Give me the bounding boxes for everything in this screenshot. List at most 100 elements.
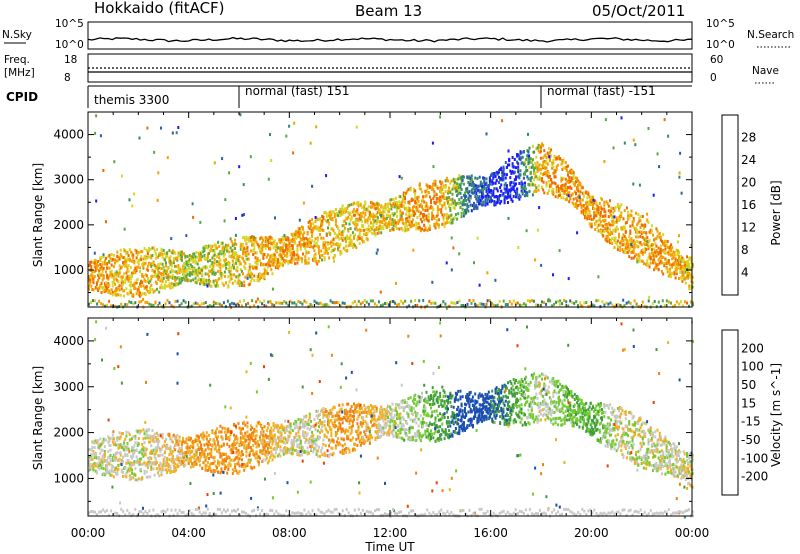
ground-scatter-cell	[351, 301, 354, 305]
echo-cell	[321, 222, 324, 226]
echo-cell	[453, 187, 456, 190]
echo-cell	[286, 243, 289, 247]
echo-cell	[175, 265, 178, 268]
ground-scatter-cell	[601, 300, 604, 304]
echo-cell	[139, 429, 141, 433]
echo-cell	[233, 243, 235, 247]
echo-cell	[553, 181, 556, 185]
echo-cell	[146, 264, 149, 268]
ground-scatter-cell	[679, 300, 682, 304]
echo-cell	[373, 214, 376, 218]
echo-cell	[336, 233, 338, 237]
echo-cell	[383, 219, 386, 222]
echo-cell	[635, 244, 637, 248]
echo-cell	[200, 268, 203, 272]
echo-cell	[592, 198, 595, 202]
echo-cell	[616, 218, 619, 222]
echo-cell	[158, 266, 161, 270]
echo-cell	[95, 260, 98, 264]
echo-cell	[257, 272, 260, 276]
echo-cell	[182, 455, 184, 459]
echo-cell	[541, 179, 543, 183]
echo-cell	[385, 213, 388, 217]
echo-cell	[221, 264, 224, 268]
echo-cell	[500, 166, 503, 170]
echo-cell	[414, 189, 417, 193]
echo-cell	[525, 187, 528, 191]
echo-cell	[143, 432, 146, 436]
echo-cell	[462, 214, 465, 218]
echo-cell	[176, 458, 179, 462]
echo-cell	[657, 233, 660, 236]
echo-cell	[592, 207, 594, 210]
echo-cell	[620, 203, 623, 207]
echo-cell	[355, 222, 358, 226]
echo-cell	[459, 176, 462, 180]
echo-cell	[520, 151, 523, 155]
echo-cell	[657, 262, 660, 266]
echo-cell	[199, 251, 201, 255]
echo-cell	[180, 445, 183, 449]
echo-cell	[533, 171, 536, 175]
echo-cell	[527, 182, 530, 186]
echo-cell	[94, 439, 97, 443]
echo-cell	[502, 173, 505, 177]
echo-cell	[88, 463, 90, 467]
ground-scatter-cell	[549, 299, 552, 303]
echo-cell	[155, 255, 158, 259]
echo-cell	[264, 243, 267, 247]
echo-cell	[411, 223, 414, 227]
echo-cell	[300, 260, 303, 264]
ground-scatter-cell	[557, 299, 560, 303]
echo-cell	[124, 281, 127, 285]
echo-cell	[605, 235, 608, 238]
echo-cell	[675, 272, 678, 276]
echo-cell	[240, 256, 243, 260]
echo-cell	[270, 268, 273, 272]
ground-scatter-cell	[253, 304, 256, 308]
echo-cell	[682, 277, 685, 281]
echo-cell	[356, 211, 359, 215]
echo-cell	[246, 237, 249, 241]
echo-cell	[375, 228, 378, 231]
echo-cell	[556, 163, 559, 167]
echo-cell	[101, 267, 104, 271]
echo-cell	[116, 438, 119, 442]
echo-cell	[162, 463, 165, 467]
echo-cell	[380, 220, 383, 224]
echo-cell	[321, 228, 324, 232]
echo-cell	[338, 229, 341, 233]
nave-label: Nave	[752, 65, 779, 77]
echo-cell	[358, 236, 361, 240]
echo-cell	[441, 180, 444, 184]
echo-cell	[170, 264, 173, 268]
echo-cell	[154, 446, 157, 450]
echo-cell	[129, 466, 132, 470]
echo-cell	[230, 277, 233, 281]
echo-cell	[185, 269, 188, 273]
echo-cell	[569, 180, 572, 183]
echo-cell	[671, 271, 674, 275]
echo-cell	[157, 274, 160, 278]
echo-cell	[120, 432, 123, 436]
echo-cell	[412, 248, 415, 252]
echo-cell	[547, 189, 550, 193]
echo-cell	[496, 189, 499, 193]
echo-cell	[311, 234, 314, 238]
echo-cell	[513, 158, 516, 161]
echo-cell	[228, 254, 231, 258]
echo-cell	[442, 193, 445, 197]
echo-cell	[185, 446, 188, 450]
echo-cell	[259, 277, 261, 281]
echo-cell	[357, 204, 360, 208]
echo-cell	[229, 275, 232, 279]
echo-cell	[92, 452, 95, 455]
echo-cell	[471, 191, 474, 195]
echo-cell	[552, 192, 555, 196]
ground-scatter-cell	[134, 301, 137, 305]
echo-cell	[552, 171, 555, 175]
echo-cell	[115, 452, 118, 456]
echo-cell	[225, 266, 227, 270]
echo-cell	[590, 218, 593, 221]
echo-cell	[273, 240, 276, 244]
